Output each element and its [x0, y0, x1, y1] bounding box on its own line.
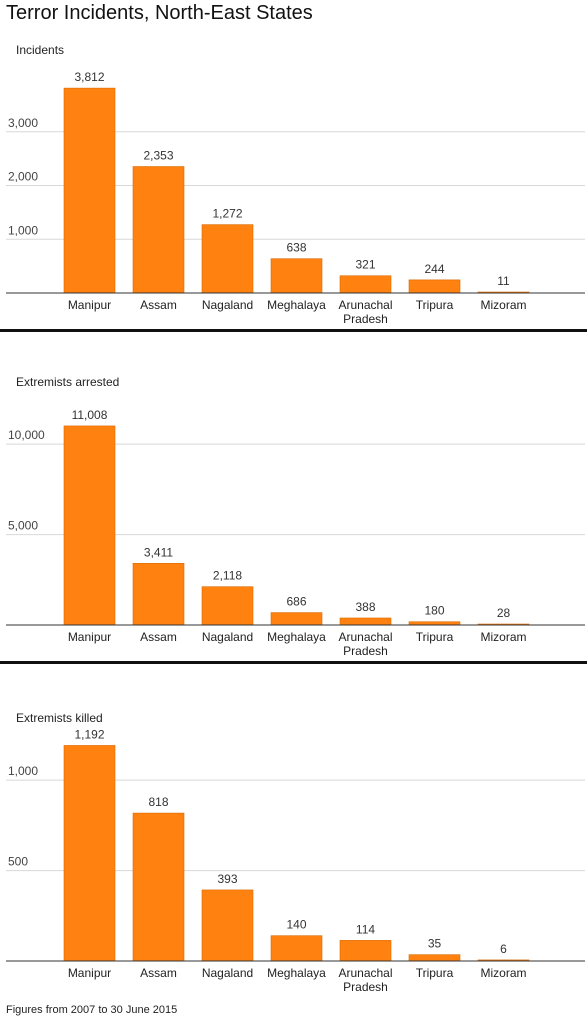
chart2-ytick-label: 10,000	[8, 428, 45, 442]
chart1-title: Incidents	[16, 43, 64, 57]
chart3-bar-2	[132, 812, 185, 962]
chart3-category-label: Tripura	[416, 966, 454, 980]
chart3-category-label: Nagaland	[202, 966, 253, 980]
chart3-value-label: 818	[148, 795, 168, 809]
chart1-bar-6	[408, 279, 461, 294]
chart2-value-label: 686	[286, 595, 306, 609]
chart1-bar-2	[132, 166, 185, 294]
chart2-bar-2	[132, 563, 185, 626]
chart3-category-label: Manipur	[68, 966, 111, 980]
chart2-category-label: Tripura	[416, 630, 454, 644]
chart1-category-label: Arunachal Pradesh	[338, 298, 392, 326]
chart3-value-label: 140	[286, 918, 306, 932]
chart1-category-label: Nagaland	[202, 298, 253, 312]
chart1-bar-5	[339, 275, 392, 294]
chart1-value-label: 1,272	[212, 207, 242, 221]
chart2-category-label: Nagaland	[202, 630, 253, 644]
chart1-value-label: 3,812	[74, 70, 104, 84]
chart1-category-label: Assam	[140, 298, 177, 312]
chart2-value-label: 388	[355, 600, 375, 614]
chart1-bar-1	[63, 87, 116, 294]
chart2-category-label: Arunachal Pradesh	[338, 630, 392, 658]
chart3-category-label: Meghalaya	[267, 966, 326, 980]
chart3-value-label: 393	[217, 872, 237, 886]
chart1-bar-4	[270, 258, 323, 294]
chart1-ytick-label: 1,000	[8, 223, 38, 237]
chart2-bar-3	[201, 586, 254, 626]
chart3-value-label: 35	[428, 937, 442, 951]
chart2-category-label: Manipur	[68, 630, 111, 644]
chart2-title: Extremists arrested	[16, 375, 119, 389]
chart3-bar-1	[63, 745, 116, 962]
chart2-bar-5	[339, 617, 392, 626]
chart3-category-label: Assam	[140, 966, 177, 980]
chart3-bar-5	[339, 940, 392, 962]
chart1-category-label: Manipur	[68, 298, 111, 312]
footnote: Figures from 2007 to 30 June 2015	[6, 1004, 178, 1016]
chart3-value-label: 6	[500, 942, 507, 956]
chart1-value-label: 638	[286, 241, 306, 255]
chart1-value-label: 244	[424, 262, 444, 276]
chart2-category-label: Meghalaya	[267, 630, 326, 644]
chart2-category-label: Mizoram	[480, 630, 526, 644]
chart2-ytick-label: 5,000	[8, 519, 38, 533]
section-divider	[0, 661, 587, 664]
chart2-value-label: 180	[424, 604, 444, 618]
page-title: Terror Incidents, North-East States	[6, 2, 313, 24]
chart3-title: Extremists killed	[16, 711, 103, 725]
chart1-ytick-label: 2,000	[8, 170, 38, 184]
chart3-bar-3	[201, 889, 254, 962]
chart1-category-label: Mizoram	[480, 298, 526, 312]
section-divider	[0, 329, 587, 332]
chart2-bar-4	[270, 612, 323, 626]
chart2-value-label: 11,008	[72, 408, 108, 422]
chart2-value-label: 28	[497, 606, 511, 620]
chart1-value-label: 321	[355, 258, 375, 272]
chart1-ytick-label: 3,000	[8, 116, 38, 130]
chart3-category-label: Mizoram	[480, 966, 526, 980]
chart1-value-label: 11	[497, 274, 510, 288]
chart1-category-label: Tripura	[416, 298, 454, 312]
chart3-value-label: 1,192	[74, 727, 104, 741]
chart3-ytick-label: 500	[8, 855, 28, 869]
chart2-value-label: 3,411	[144, 545, 173, 559]
chart1-category-label: Meghalaya	[267, 298, 326, 312]
chart2-value-label: 2,118	[213, 569, 242, 583]
chart3-ytick-label: 1,000	[8, 764, 38, 778]
chart2-category-label: Assam	[140, 630, 177, 644]
chart3-bar-4	[270, 935, 323, 962]
chart3-bar-6	[408, 954, 461, 962]
chart1-bar-3	[201, 224, 254, 294]
chart3-value-label: 114	[356, 922, 375, 936]
chart1-value-label: 2,353	[143, 149, 173, 163]
chart3-category-label: Arunachal Pradesh	[338, 966, 392, 994]
chart2-bar-1	[63, 425, 116, 626]
